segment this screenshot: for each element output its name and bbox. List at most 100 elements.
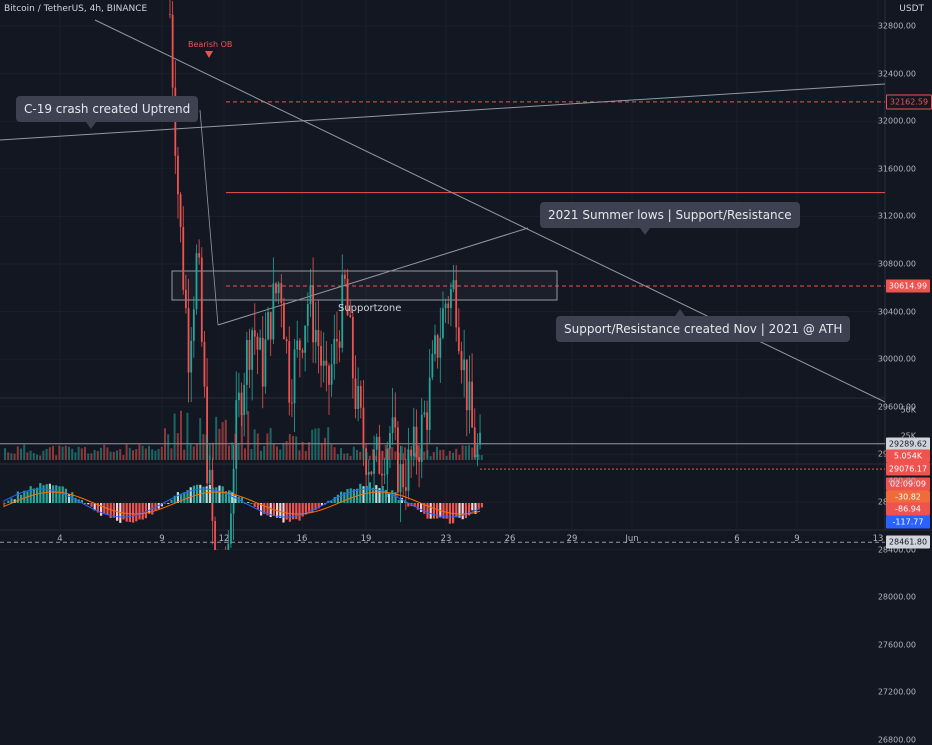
macd-bar: [215, 487, 218, 503]
volume-bar: [224, 419, 227, 460]
candle-body: [232, 468, 235, 514]
candle-body: [344, 274, 346, 279]
candle-body: [317, 330, 320, 346]
macd-bar: [301, 503, 304, 517]
volume-bar: [429, 455, 432, 460]
candle-body: [179, 194, 182, 228]
callout-summer-lows[interactable]: 2021 Summer lows | Support/Resistance: [540, 202, 800, 228]
macd-bar: [208, 484, 211, 503]
macd-bar: [375, 485, 378, 503]
price-axis-tick: 32000.00: [877, 116, 916, 126]
volume-bar: [448, 450, 451, 460]
macd-bar: [58, 486, 61, 503]
macd-bar: [42, 485, 45, 503]
volume-bar: [13, 453, 16, 460]
candle-body: [272, 283, 275, 340]
supportzone-label: Supportzone: [338, 303, 402, 314]
volume-bar: [356, 449, 358, 460]
candle-body: [442, 308, 444, 338]
volume-bar: [55, 455, 58, 460]
volume-bar: [186, 412, 189, 460]
price-tag: 29289.62: [886, 437, 930, 451]
macd-bar: [61, 486, 64, 503]
macd-bar: [480, 503, 483, 508]
macd-bar: [247, 502, 250, 503]
price-tag: 28461.80: [886, 535, 930, 549]
candle-body: [325, 360, 328, 366]
candle-body: [203, 341, 206, 387]
volume-bar: [32, 452, 35, 460]
volume-bar: [368, 455, 371, 460]
volume-bar: [314, 428, 317, 460]
volume-bar: [29, 450, 32, 460]
candle-body: [444, 303, 447, 309]
candle-body: [386, 448, 389, 475]
volume-bar: [343, 453, 346, 460]
candle-body: [269, 312, 272, 340]
candle-body: [261, 337, 264, 387]
volume-bar: [426, 450, 429, 460]
volume-bar: [199, 418, 202, 460]
macd-bar: [400, 497, 403, 503]
candle-body: [182, 227, 185, 290]
callout-uptrend[interactable]: C-19 crash created Uptrend: [16, 96, 199, 122]
macd-bar: [404, 500, 407, 503]
volume-bar: [285, 441, 288, 460]
volume-bar: [388, 448, 390, 460]
volume-bar: [308, 442, 310, 460]
candle-body: [407, 449, 410, 491]
candle-body: [402, 464, 405, 488]
macd-bar: [359, 483, 362, 503]
candle-body: [418, 457, 420, 462]
macd-bar: [128, 503, 131, 523]
candle-body: [471, 381, 473, 428]
macd-bar: [13, 499, 16, 503]
price-axis-tick: 30400.00: [877, 307, 916, 317]
volume-axis-25k: 25K: [900, 431, 916, 441]
macd-bar: [362, 486, 365, 503]
volume-bar: [103, 444, 106, 460]
volume-bar: [352, 446, 355, 460]
candle-body: [192, 309, 195, 341]
macd-bar: [68, 494, 71, 503]
price-axis-tick: 30800.00: [877, 259, 916, 269]
volume-bar: [468, 445, 470, 460]
volume-bar: [410, 455, 413, 460]
volume-bar: [404, 447, 406, 460]
macd-bar: [205, 486, 208, 503]
volume-bar: [45, 448, 48, 460]
volume-bar: [247, 411, 250, 460]
price-axis-tick: 30000.00: [877, 354, 916, 364]
macd-bar: [461, 503, 464, 520]
volume-bar: [442, 449, 445, 460]
macd-bar: [119, 503, 122, 523]
volume-bar: [378, 451, 381, 460]
price-axis-tick: 32800.00: [877, 21, 916, 31]
volume-bar: [272, 444, 275, 460]
candle-body: [301, 350, 304, 353]
volume-bar: [372, 449, 374, 460]
candle-body: [394, 417, 397, 428]
macd-bar: [125, 503, 128, 522]
macd-value-2: -86.94: [886, 502, 930, 516]
volume-bar: [218, 428, 221, 460]
volume-bar: [279, 449, 282, 460]
macd-bar: [413, 503, 416, 507]
candle-body: [450, 289, 452, 309]
volume-bar: [349, 455, 352, 460]
callout-ath[interactable]: Support/Resistance created Nov | 2021 @ …: [556, 316, 851, 342]
price-tag: 30614.99: [886, 279, 930, 293]
candle-body: [312, 285, 314, 343]
symbol-title[interactable]: Bitcoin / TetherUS, 4h, BINANCE: [4, 4, 148, 14]
volume-bar: [36, 454, 38, 460]
volume-bar: [474, 455, 477, 460]
time-axis-tick: 9: [159, 534, 165, 544]
candle-body: [455, 280, 458, 328]
volume-bar: [180, 410, 182, 460]
volume-bar: [253, 429, 256, 460]
chart-canvas[interactable]: [0, 0, 932, 550]
candle-body: [362, 407, 365, 449]
candle-body: [410, 449, 413, 456]
candle-body: [169, 14, 171, 15]
macd-bar: [231, 492, 234, 503]
